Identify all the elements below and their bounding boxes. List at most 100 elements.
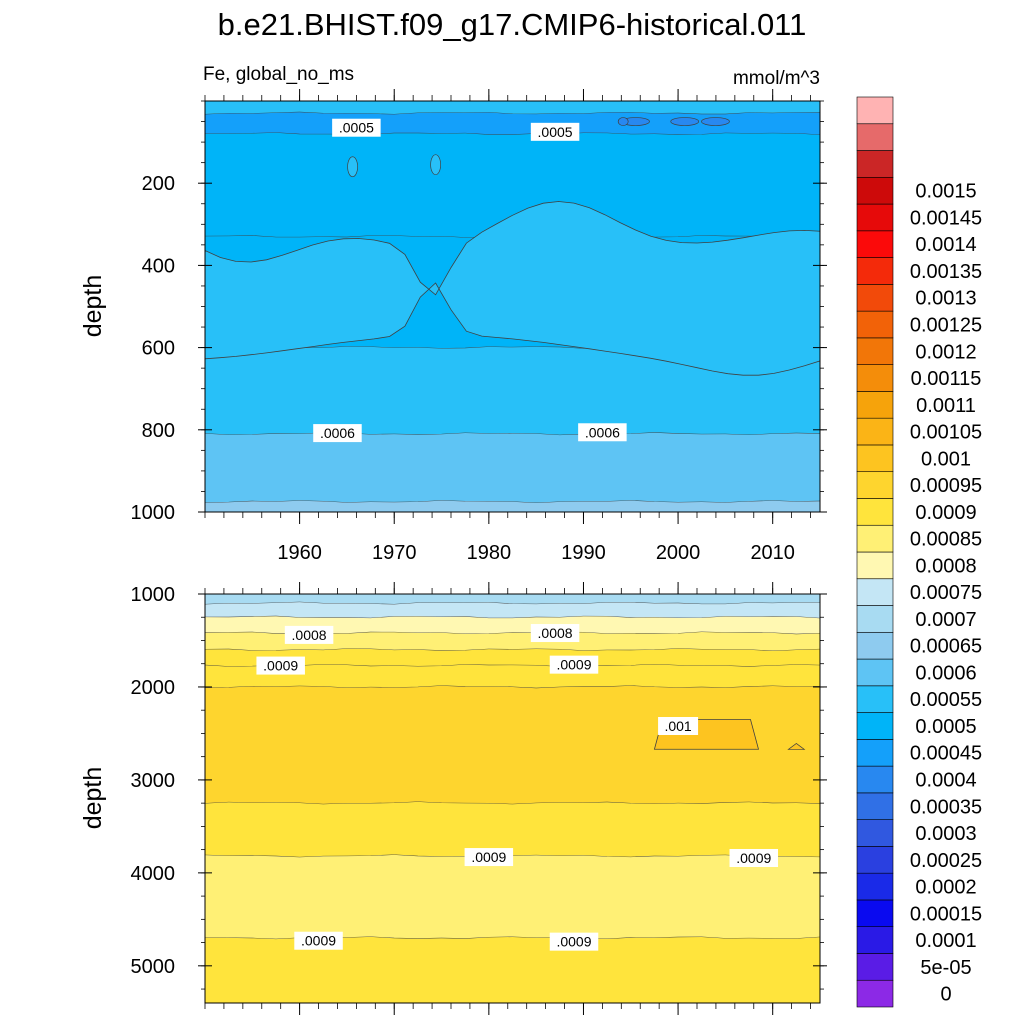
colorbar-swatch [856,739,894,767]
colorbar-label: 0.00045 [910,743,982,765]
colorbar-label: 0.00025 [910,850,982,872]
colorbar-label: 0.0014 [915,234,976,256]
upper-contour-label: .0006 [578,423,627,442]
colorbar-swatch [856,551,894,580]
lower-contour-label: .0009 [729,848,779,867]
lower-contour-label: .0009 [464,848,514,867]
lower-y-tick-label: 2000 [131,677,176,699]
colorbar-label: 0.00135 [910,261,982,283]
x-tick-label: 1990 [561,542,606,564]
upper-contour-label-text: .0006 [320,425,355,441]
upper-contour-label: .0005 [530,122,580,141]
lower-plot-frame [204,593,821,1004]
colorbar-swatch [856,819,894,847]
colorbar-label: 0.001 [921,448,971,470]
colorbar-label: 0.0013 [915,288,976,310]
lower-contour-label-text: .0009 [736,850,771,866]
lower-contour-label: .0009 [549,655,599,674]
upper-contour-patch [701,117,730,126]
upper-contour-label: .0006 [313,424,362,443]
lower-contour-label-text: .001 [664,718,691,734]
lower-contour-label-text: .0009 [263,658,298,674]
lower-contour-band [205,685,820,805]
colorbar-swatch [856,96,894,125]
colorbar-label: 0.00085 [910,529,982,551]
lower-contour-band [205,602,820,619]
x-tick-label: 1980 [467,542,512,564]
colorbar-swatch [856,176,894,205]
colorbar-label: 0.0009 [915,502,976,524]
lower-contour-label: .001 [658,716,699,735]
colorbar-label: 0.00115 [911,368,982,390]
upper-y-tick-label: 400 [142,255,175,277]
lower-contour-label: .0008 [530,624,580,643]
x-tick-label: 2000 [656,542,701,564]
colorbar-swatch [856,685,894,713]
colorbar-swatch [856,230,894,258]
colorbar-swatch [856,979,894,1008]
colorbar-swatch [856,123,894,151]
upper-contour-band [205,101,820,115]
colorbar-swatch [856,150,894,178]
upper-y-axis-label: depth [79,275,107,338]
lower-contour-band [205,801,820,858]
colorbar-label: 0.00105 [910,422,982,444]
lower-contour-label-text: .0009 [301,933,336,949]
colorbar-swatch [856,953,894,981]
colorbar-swatch [856,417,894,446]
lower-contour-band [205,664,820,689]
upper-y-tick-label: 600 [142,338,175,360]
colorbar: 0.0015 0.00145 0.0014 0.00135 0.0013 0.00125 0… [856,96,982,1008]
colorbar-swatch [856,899,894,928]
colorbar-swatch [856,524,894,553]
colorbar-label: 0.0007 [915,609,976,631]
colorbar-label: 0.00125 [910,315,982,337]
colorbar-label: 0.00035 [910,796,982,818]
colorbar-label: 0.00015 [910,903,982,925]
colorbar-swatch [856,872,894,901]
lower-contour-label: .0009 [294,931,343,950]
colorbar-label: 0.00145 [910,207,982,229]
colorbar-swatch [856,765,894,794]
lower-y-tick-label: 1000 [131,584,176,606]
colorbar-label: 0.0006 [915,662,976,684]
upper-panel: .0005 .0005 .0006 .0006 200 400 600 800 1000 196… [79,89,827,564]
colorbar-label: 0.0012 [915,341,976,363]
colorbar-swatch [856,364,894,392]
upper-contour-label: .0005 [332,118,381,137]
colorbar-label: 0.0015 [915,181,976,203]
upper-contour-label-text: .0005 [339,120,374,136]
colorbar-label: 0.0008 [915,555,976,577]
colorbar-label: 0.0005 [915,716,976,738]
colorbar-swatch [856,310,894,339]
lower-contour-label-text: .0008 [292,627,327,643]
lower-contour-label: .0009 [256,656,305,675]
colorbar-label: 0 [940,984,951,1006]
lower-contour-label-text: .0009 [556,934,591,950]
lower-contour-label-text: .0009 [556,657,591,673]
subtitle-units: mmol/m^3 [733,68,820,89]
upper-contour-band [205,132,820,238]
lower-contour-band [205,854,820,940]
lower-contour-band [205,648,820,667]
colorbar-swatch [856,846,894,874]
colorbar-swatch [856,337,894,365]
lower-contour-band [205,936,820,1003]
lower-contour-label-text: .0008 [538,625,573,641]
colorbar-label: 0.00065 [910,636,982,658]
subtitle-variable: Fe, global_no_ms [203,64,354,85]
upper-y-tick-label: 200 [142,173,175,195]
colorbar-label: 0.0003 [915,823,976,845]
colorbar-swatch [856,578,894,606]
colorbar-swatch [856,471,894,499]
colorbar-swatch [856,926,894,954]
colorbar-swatch [856,792,894,820]
x-tick-label: 1960 [277,542,322,564]
upper-y-tick-label: 1000 [131,502,176,524]
lower-y-tick-label: 4000 [131,863,176,885]
colorbar-swatch [856,391,894,419]
lower-y-tick-label: 5000 [131,956,176,978]
colorbar-label: 0.0001 [915,930,976,952]
lower-panel: .0008 .0008 .0009 .0009 .001 .0009 .0009 .0009.… [79,582,827,1015]
